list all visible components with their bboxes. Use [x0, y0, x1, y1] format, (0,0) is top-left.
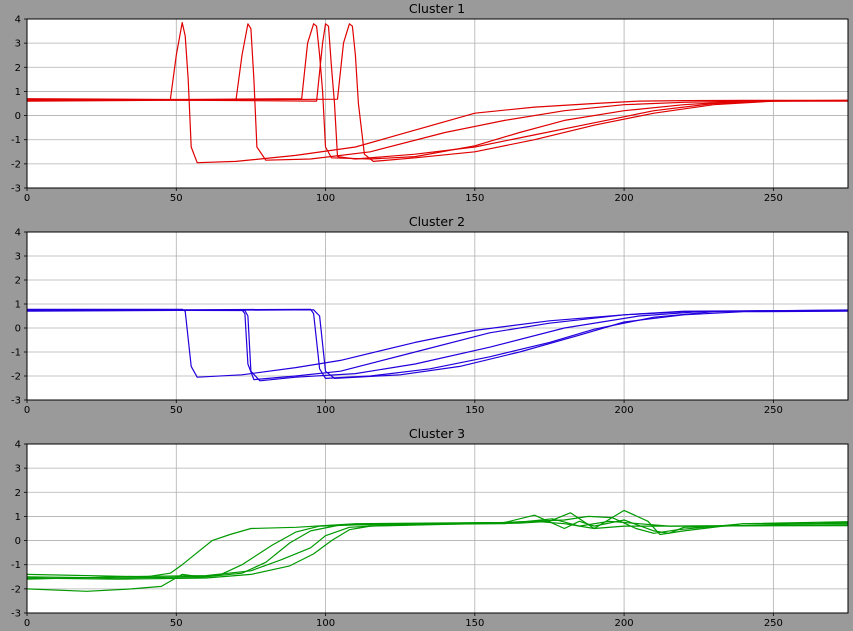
- x-tick-label: 0: [24, 405, 30, 416]
- x-tick-label: 0: [24, 193, 30, 204]
- y-tick-label: 4: [15, 228, 21, 239]
- series-line: [26, 309, 848, 381]
- series-line: [26, 309, 849, 379]
- series-line: [26, 23, 849, 161]
- plot-frame: [26, 18, 849, 189]
- x-tick-label: 50: [170, 618, 183, 629]
- y-tick-label: -1: [11, 560, 21, 571]
- plot-area: [27, 232, 848, 400]
- series-line: [26, 515, 849, 580]
- y-tick-label: 1: [15, 512, 21, 523]
- y-tick-label: 3: [15, 252, 21, 263]
- series-line: [26, 520, 849, 578]
- x-tick-label: 250: [764, 405, 783, 416]
- x-tick-label: 150: [465, 618, 484, 629]
- y-tick-label: -2: [11, 159, 21, 170]
- y-tick-label: 0: [15, 536, 21, 547]
- x-tick-label: 200: [615, 193, 634, 204]
- x-tick-label: 100: [316, 618, 335, 629]
- x-tick-label: 150: [465, 405, 484, 416]
- series-line: [26, 518, 849, 592]
- subplot-cluster-3: Cluster 3 0 50 100 150 200 250 -3 -2 -1 0 1 2 3 4: [11, 426, 849, 629]
- y-tick-label: 3: [15, 464, 21, 475]
- plot-frame: [26, 443, 849, 614]
- series-line: [26, 309, 849, 382]
- subplot-title: Cluster 2: [409, 214, 465, 229]
- y-tick-label: -3: [11, 184, 21, 195]
- subplot-title: Cluster 1: [409, 1, 465, 16]
- series-line: [26, 509, 848, 580]
- y-tick-label: 2: [15, 63, 21, 74]
- y-tick-label: 3: [15, 39, 21, 50]
- plot-frame: [26, 231, 849, 401]
- y-tick-label: 4: [15, 15, 21, 26]
- series-line: [26, 23, 849, 160]
- y-tick-label: -1: [11, 348, 21, 359]
- y-tick-label: -2: [11, 584, 21, 595]
- x-tick-label: 150: [465, 193, 484, 204]
- y-tick-label: -2: [11, 372, 21, 383]
- y-tick-label: 2: [15, 488, 21, 499]
- x-tick-label: 250: [764, 193, 783, 204]
- y-tick-label: 0: [15, 111, 21, 122]
- series-line: [26, 308, 849, 379]
- y-tick-label: 1: [15, 87, 21, 98]
- x-tick-label: 250: [764, 618, 783, 629]
- x-tick-label: 100: [316, 405, 335, 416]
- y-tick-label: 1: [15, 300, 21, 311]
- subplot-cluster-2: Cluster 2 0 50 100 150 200 250 -3 -2 -1 0 1 2 3 4: [11, 214, 849, 416]
- y-tick-label: -1: [11, 135, 21, 146]
- series-line: [27, 22, 848, 164]
- y-tick-label: 4: [15, 440, 21, 451]
- subplot-cluster-1: Cluster 1 0 50 100 150 200 250 -3 -2 -1 0 1 2 3 4: [11, 1, 849, 204]
- y-tick-label: -3: [11, 609, 21, 620]
- x-tick-label: 200: [615, 618, 634, 629]
- y-tick-label: 0: [15, 324, 21, 335]
- x-tick-label: 200: [615, 405, 634, 416]
- x-tick-label: 50: [170, 405, 183, 416]
- y-tick-label: 2: [15, 276, 21, 287]
- subplot-title: Cluster 3: [409, 426, 465, 441]
- series-line: [26, 23, 848, 162]
- x-tick-label: 100: [316, 193, 335, 204]
- x-tick-label: 50: [170, 193, 183, 204]
- x-tick-label: 0: [24, 618, 30, 629]
- y-tick-label: -3: [11, 396, 21, 407]
